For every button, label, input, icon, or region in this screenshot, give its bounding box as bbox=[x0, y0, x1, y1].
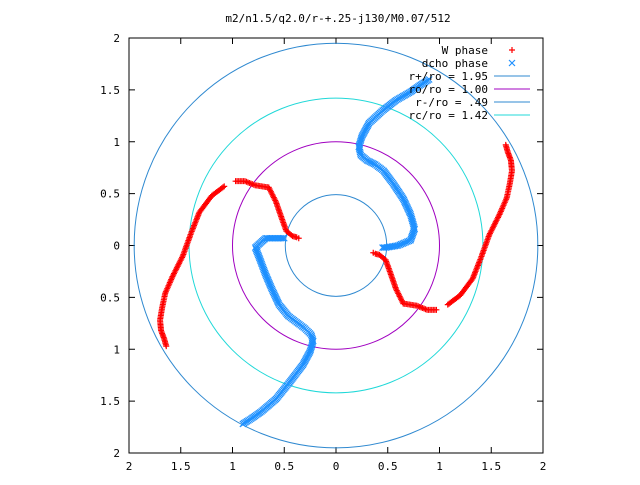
y-tick-label: 0 bbox=[113, 240, 120, 253]
x-tick-label: 0 bbox=[333, 460, 340, 473]
legend-swatch bbox=[508, 59, 516, 67]
x-tick-label: 0.5 bbox=[274, 460, 294, 473]
x-tick-label: 1 bbox=[436, 460, 443, 473]
data-point bbox=[288, 232, 295, 239]
series-w-phase bbox=[157, 141, 515, 350]
x-tick-label: 1.5 bbox=[171, 460, 191, 473]
legend-label: r-/ro = .49 bbox=[415, 96, 488, 109]
y-tick-label: 0.5 bbox=[100, 188, 120, 201]
legend-label: dcho phase bbox=[422, 57, 488, 70]
y-tick-label: 1 bbox=[113, 136, 120, 149]
data-point bbox=[380, 244, 388, 251]
y-tick-label: 1.5 bbox=[100, 84, 120, 97]
x-tick-label: 0.5 bbox=[378, 460, 398, 473]
legend-label: W phase bbox=[442, 44, 488, 57]
data-point bbox=[370, 249, 377, 256]
y-tick-label: 2 bbox=[113, 447, 120, 460]
data-point bbox=[280, 234, 288, 242]
circle-r-ring bbox=[133, 42, 539, 449]
chart-title: m2/n1.5/q2.0/r-+.25-j130/M0.07/512 bbox=[225, 12, 450, 25]
data-point bbox=[279, 234, 287, 242]
legend-label: ro/ro = 1.00 bbox=[409, 83, 488, 96]
data-point bbox=[379, 244, 386, 251]
circle-ro-ring bbox=[232, 141, 440, 350]
data-point bbox=[295, 235, 302, 242]
data-point bbox=[377, 252, 384, 259]
data-point bbox=[163, 343, 170, 350]
y-tick-label: 1 bbox=[113, 343, 120, 356]
data-point bbox=[382, 244, 390, 251]
y-tick-label: 1.5 bbox=[100, 395, 120, 408]
data-point bbox=[502, 141, 509, 148]
y-tick-label: 2 bbox=[113, 32, 120, 45]
legend-swatch bbox=[509, 47, 515, 53]
legend-label: r+/ro = 1.95 bbox=[409, 70, 488, 83]
data-point bbox=[277, 234, 285, 242]
series-dcho-phase bbox=[239, 76, 433, 428]
x-tick-label: 1.5 bbox=[481, 460, 501, 473]
data-point bbox=[252, 245, 260, 253]
x-tick-label: 2 bbox=[540, 460, 547, 473]
legend-label: rc/ro = 1.42 bbox=[409, 109, 488, 122]
x-tick-label: 1 bbox=[229, 460, 236, 473]
x-tick-label: 2 bbox=[126, 460, 133, 473]
y-tick-label: 0.5 bbox=[100, 291, 120, 304]
series-layer bbox=[157, 76, 515, 428]
